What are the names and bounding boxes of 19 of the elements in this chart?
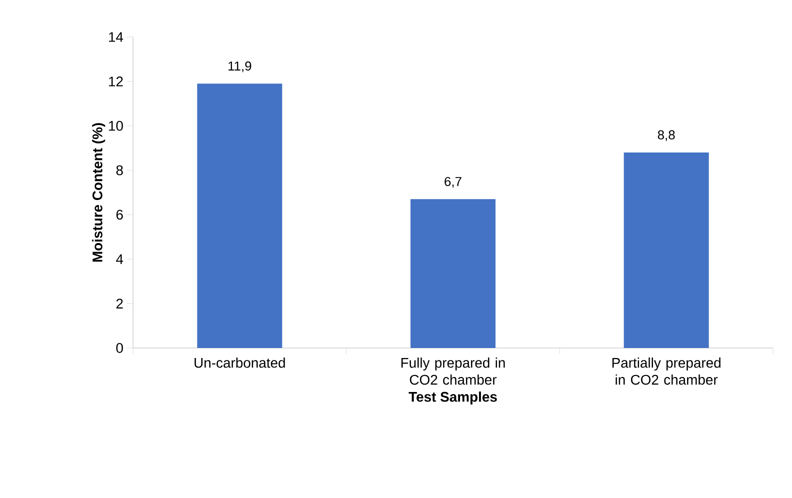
data-label: 11,9 [228,61,252,72]
y-tick-label: 14 [109,32,124,42]
bar [197,84,282,348]
bar [624,152,709,348]
bar [410,199,496,348]
data-label: 6,7 [444,176,462,188]
y-tick-label: 0 [116,343,123,353]
y-tick-label: 8 [116,165,123,176]
x-tick-label: Partially prepared in CO2 chamber [612,358,720,385]
y-axis-title: Moisture Content (%) [92,123,106,262]
y-tick-label: 6 [116,210,123,220]
y-tick-label: 2 [116,298,123,308]
y-tick-label: 12 [109,76,123,86]
data-label: 8,8 [658,130,675,141]
x-tick-label: Fully prepared in CO2 chamber [401,358,505,385]
y-tick-label: 10 [109,120,123,131]
x-axis-title: Test Samples [408,392,497,405]
y-tick-label: 4 [116,254,124,264]
x-tick-label: Un-carbonated [194,358,285,368]
